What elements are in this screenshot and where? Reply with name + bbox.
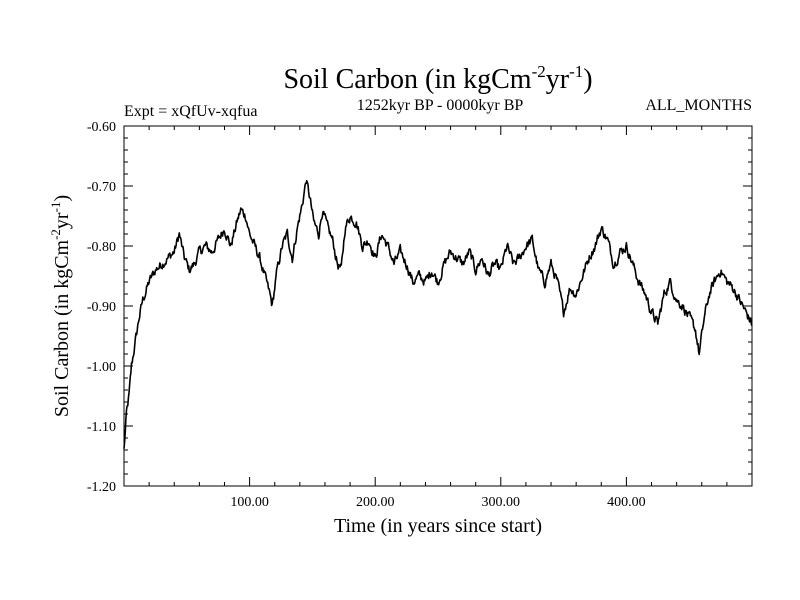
- x-tick-label: 400.00: [607, 495, 646, 510]
- x-tick-label: 300.00: [482, 495, 521, 510]
- time-range-label: 1252kyr BP - 0000kyr BP: [357, 97, 524, 114]
- axis-tick-labels: -0.60 -0.70 -0.80 -0.90 -1.00 -1.10 -1.20 100.0…: [87, 120, 646, 510]
- y-tick-label: -0.80: [87, 240, 116, 255]
- x-tick-label: 100.00: [230, 495, 269, 510]
- plot-frame: [123, 125, 753, 487]
- months-label: ALL_MONTHS: [645, 97, 752, 114]
- y-tick-label: -0.90: [87, 300, 116, 315]
- y-tick-label: -0.70: [87, 180, 116, 195]
- axis-ticks: [124, 125, 752, 487]
- x-tick-label: 200.00: [356, 495, 395, 510]
- y-tick-label: -1.20: [87, 480, 116, 495]
- y-tick-label: -0.60: [87, 120, 116, 135]
- experiment-label: Expt = xQfUv-xqfua: [124, 103, 257, 120]
- series-line-soil-carbon: [123, 180, 753, 449]
- y-tick-label: -1.10: [87, 420, 116, 435]
- chart-title: Soil Carbon (in kgCm-2yr-1): [283, 62, 592, 95]
- y-axis-label: Soil Carbon (in kgCm-2yr-1): [48, 195, 73, 417]
- y-tick-label: -1.00: [87, 360, 116, 375]
- x-axis-label: Time (in years since start): [334, 515, 542, 537]
